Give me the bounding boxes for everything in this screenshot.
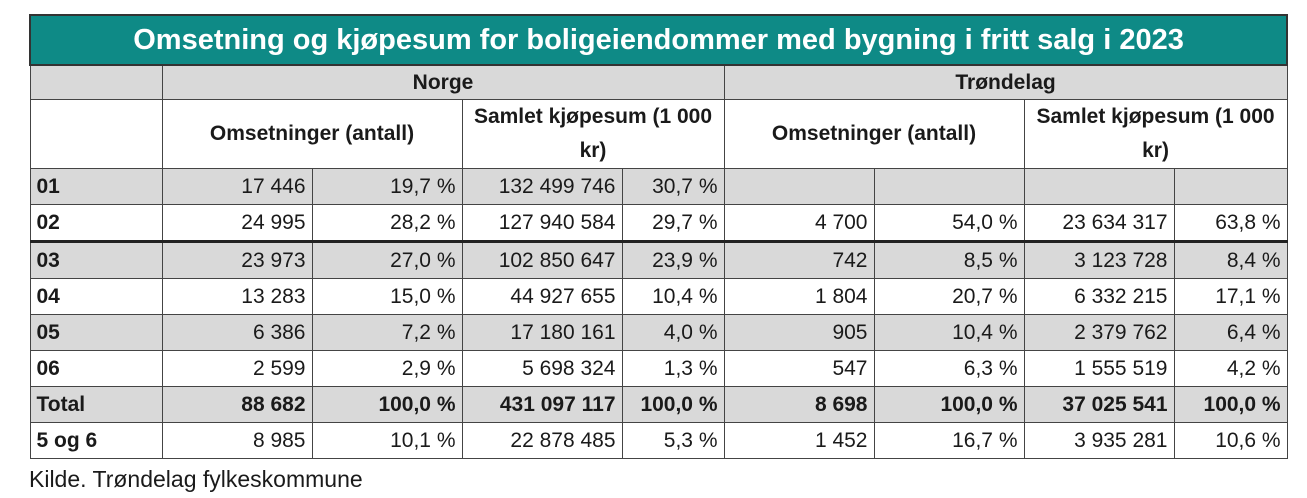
row-label: 5 og 6 <box>29 422 163 459</box>
group-header-norge: Norge <box>161 64 725 100</box>
table-cell: 1,3 % <box>621 350 725 387</box>
table-row: 06 2 599 2,9 % 5 698 324 1,3 % 547 6,3 % 1 555 … <box>29 350 1288 387</box>
table-row: Total 88 682 100,0 % 431 097 117 100,0 % 8 69… <box>29 386 1288 423</box>
table-cell: 23 973 <box>161 240 313 279</box>
norge-count-header: Omsetninger (antall) <box>161 99 463 169</box>
table-cell: 8,5 % <box>873 240 1025 279</box>
table-cell: 22 878 485 <box>461 422 623 459</box>
table-cell: 44 927 655 <box>461 278 623 315</box>
table-cell: 4,0 % <box>621 314 725 351</box>
table-cell: 431 097 117 <box>461 386 623 423</box>
sales-table: Omsetning og kjøpesum for boligeiendomme… <box>28 14 1289 459</box>
table-cell: 132 499 746 <box>461 168 623 205</box>
table-cell: 10,4 % <box>873 314 1025 351</box>
table-cell <box>1023 168 1175 205</box>
table-container: Omsetning og kjøpesum for boligeiendomme… <box>28 14 1289 459</box>
table-cell: 30,7 % <box>621 168 725 205</box>
table-cell: 27,0 % <box>311 240 463 279</box>
trondelag-count-header: Omsetninger (antall) <box>723 99 1025 169</box>
table-cell: 4,2 % <box>1173 350 1288 387</box>
table-cell: 1 452 <box>723 422 875 459</box>
table-row: 04 13 283 15,0 % 44 927 655 10,4 % 1 804 20,7 … <box>29 278 1288 315</box>
table-cell: 5,3 % <box>621 422 725 459</box>
table-cell: 100,0 % <box>873 386 1025 423</box>
table-cell: 5 698 324 <box>461 350 623 387</box>
group-header-trondelag: Trøndelag <box>723 64 1288 100</box>
table-cell: 2 599 <box>161 350 313 387</box>
table-cell: 23,9 % <box>621 240 725 279</box>
table-row: 01 17 446 19,7 % 132 499 746 30,7 % <box>29 168 1288 205</box>
row-label: 02 <box>29 204 163 242</box>
table-cell: 23 634 317 <box>1023 204 1175 242</box>
table-cell: 63,8 % <box>1173 204 1288 242</box>
table-cell: 24 995 <box>161 204 313 242</box>
table-cell: 102 850 647 <box>461 240 623 279</box>
table-cell: 17,1 % <box>1173 278 1288 315</box>
table-cell: 29,7 % <box>621 204 725 242</box>
table-cell: 17 446 <box>161 168 313 205</box>
table-cell: 3 935 281 <box>1023 422 1175 459</box>
table-cell: 100,0 % <box>1173 386 1288 423</box>
table-cell <box>1173 168 1288 205</box>
table-cell: 100,0 % <box>311 386 463 423</box>
table-cell: 6 386 <box>161 314 313 351</box>
table-cell: 6 332 215 <box>1023 278 1175 315</box>
table-cell: 15,0 % <box>311 278 463 315</box>
table-cell: 1 804 <box>723 278 875 315</box>
row-label: 06 <box>29 350 163 387</box>
table-cell: 1 555 519 <box>1023 350 1175 387</box>
table-cell: 13 283 <box>161 278 313 315</box>
table-cell: 6,3 % <box>873 350 1025 387</box>
table-cell: 88 682 <box>161 386 313 423</box>
table-cell: 100,0 % <box>621 386 725 423</box>
corner-cell <box>29 64 163 100</box>
table-cell: 10,1 % <box>311 422 463 459</box>
table-cell <box>873 168 1025 205</box>
table-cell: 8,4 % <box>1173 240 1288 279</box>
table-cell: 10,6 % <box>1173 422 1288 459</box>
row-label: Total <box>29 386 163 423</box>
table-cell: 37 025 541 <box>1023 386 1175 423</box>
table-row: 02 24 995 28,2 % 127 940 584 29,7 % 4 700 54,0… <box>29 204 1288 242</box>
table-cell: 17 180 161 <box>461 314 623 351</box>
trondelag-sum-header: Samlet kjøpesum (1 000 kr) <box>1023 99 1288 169</box>
table-cell: 2 379 762 <box>1023 314 1175 351</box>
table-cell: 8 985 <box>161 422 313 459</box>
source-caption: Kilde. Trøndelag fylkeskommune <box>29 466 363 492</box>
table-cell: 4 700 <box>723 204 875 242</box>
table-cell: 20,7 % <box>873 278 1025 315</box>
row-label: 01 <box>29 168 163 205</box>
row-label: 04 <box>29 278 163 315</box>
table-cell: 8 698 <box>723 386 875 423</box>
table-row: 03 23 973 27,0 % 102 850 647 23,9 % 742 8,5 % 3… <box>29 240 1288 279</box>
table-cell: 742 <box>723 240 875 279</box>
row-label: 03 <box>29 240 163 279</box>
table-cell: 10,4 % <box>621 278 725 315</box>
table-cell: 547 <box>723 350 875 387</box>
table-cell: 16,7 % <box>873 422 1025 459</box>
table-cell <box>723 168 875 205</box>
table-cell: 6,4 % <box>1173 314 1288 351</box>
table-cell: 2,9 % <box>311 350 463 387</box>
table-cell: 127 940 584 <box>461 204 623 242</box>
table-cell: 28,2 % <box>311 204 463 242</box>
table-cell: 54,0 % <box>873 204 1025 242</box>
row-label: 05 <box>29 314 163 351</box>
norge-sum-header: Samlet kjøpesum (1 000 kr) <box>461 99 725 169</box>
table-row: 05 6 386 7,2 % 17 180 161 4,0 % 905 10,4 % 2 37… <box>29 314 1288 351</box>
corner-cell-sub <box>29 99 163 169</box>
table-cell: 905 <box>723 314 875 351</box>
table-cell: 3 123 728 <box>1023 240 1175 279</box>
table-cell: 19,7 % <box>311 168 463 205</box>
table-title: Omsetning og kjøpesum for boligeiendomme… <box>28 14 1289 66</box>
table-cell: 7,2 % <box>311 314 463 351</box>
